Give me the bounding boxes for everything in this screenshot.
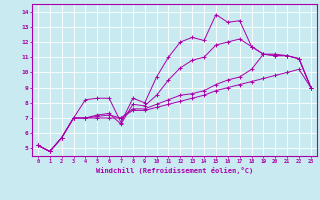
X-axis label: Windchill (Refroidissement éolien,°C): Windchill (Refroidissement éolien,°C) [96, 167, 253, 174]
